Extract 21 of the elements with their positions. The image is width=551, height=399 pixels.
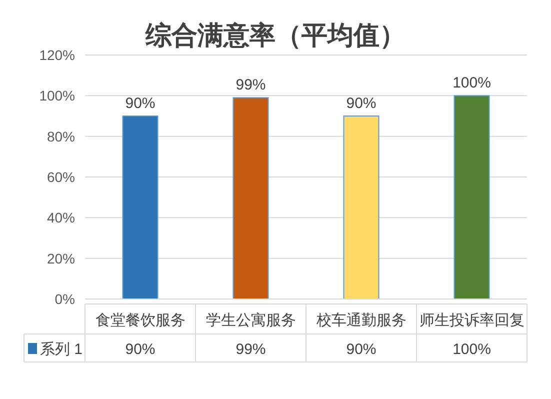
- data-label: 90%: [125, 341, 156, 358]
- y-tick-label: 100%: [39, 88, 75, 104]
- x-tick-label: 师生投诉率回复: [419, 312, 524, 329]
- chart-title: 综合满意率（平均值）: [144, 20, 406, 50]
- y-tick-label: 80%: [46, 128, 75, 144]
- y-tick-label: 40%: [46, 210, 75, 226]
- x-tick-label: 校车通勤服务: [315, 312, 406, 329]
- text: 99%: [236, 76, 266, 94]
- data-label: 100%: [452, 341, 491, 358]
- x-tick-label: 食堂餐饮服务: [95, 312, 186, 329]
- y-tick-label: 120%: [39, 47, 75, 63]
- y-tick-label: 20%: [46, 250, 75, 266]
- text: 100%: [452, 74, 491, 92]
- y-tick-label: 0%: [54, 291, 75, 307]
- y-tick-label: 60%: [46, 169, 75, 185]
- legend-label: 系列 1: [40, 341, 83, 358]
- data-label: 90%: [346, 341, 376, 358]
- text: 90%: [125, 95, 156, 112]
- text: 90%: [346, 95, 376, 112]
- x-tick-label: 学生公寓服务: [206, 312, 296, 329]
- data-label: 99%: [236, 341, 266, 358]
